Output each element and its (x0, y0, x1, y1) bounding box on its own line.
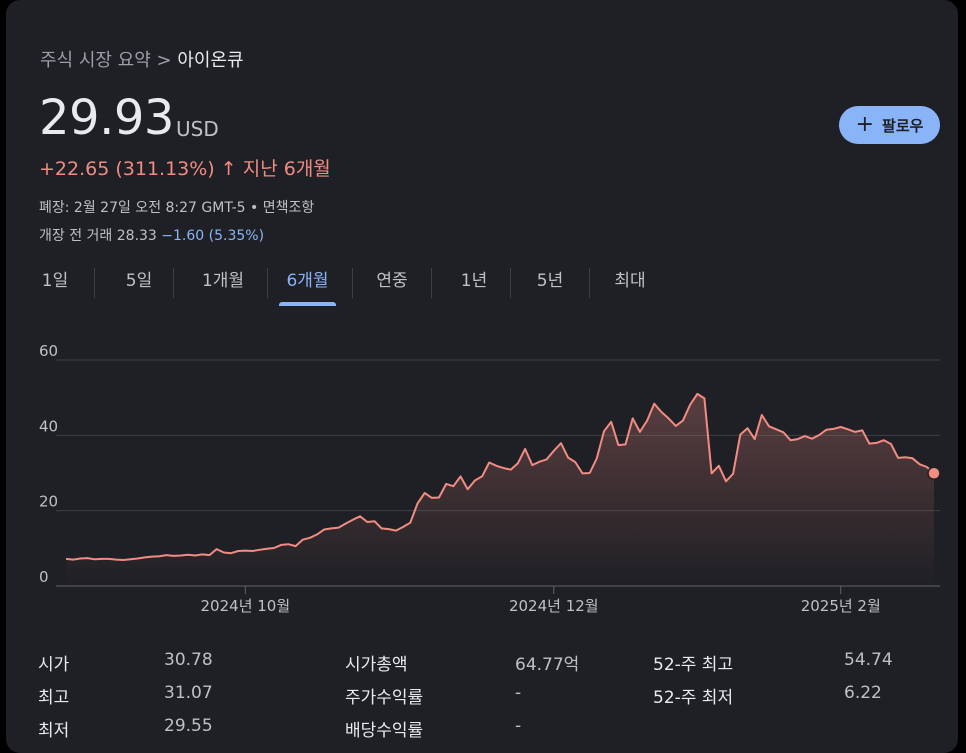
tab-ytd[interactable]: 연중 (376, 271, 408, 291)
stat-label-52w-low: 52-주 최저 (653, 688, 734, 708)
stat-value-pe-ratio: - (515, 683, 522, 703)
follow-button[interactable]: + 팔로우 (839, 106, 940, 144)
stock-summary-card: 주식 시장 요약 > 아이온큐 29.93 USD +22.65 (311.13… (6, 0, 958, 753)
y-tick-label: 40 (39, 417, 58, 435)
premarket-info: 개장 전 거래 28.33 −1.60 (5.35%) (39, 225, 264, 245)
tab-5y[interactable]: 5년 (536, 271, 564, 291)
tab-divider (94, 268, 95, 298)
last-price-dot (927, 466, 941, 481)
tab-max[interactable]: 최대 (614, 271, 646, 291)
price-line (65, 392, 935, 561)
tab-divider (267, 268, 268, 298)
stat-value-low: 29.55 (164, 716, 213, 736)
tab-1m[interactable]: 1개월 (201, 271, 245, 291)
plus-icon: + (855, 111, 875, 137)
change-period: 지난 6개월 (242, 158, 331, 180)
currency-label: USD (176, 117, 219, 141)
stat-value-dividend-yield: - (515, 716, 522, 736)
stat-label-52w-high: 52-주 최고 (653, 655, 734, 675)
x-tick-label: 2024년 10월 (201, 597, 291, 615)
stat-label-low: 최저 (38, 721, 70, 741)
stat-label-high: 최고 (38, 688, 70, 708)
stock-price: 29.93 (39, 90, 174, 146)
follow-label: 팔로우 (882, 116, 924, 135)
stat-label-pe-ratio: 주가수익률 (345, 688, 424, 708)
stat-value-52w-low: 6.22 (844, 683, 882, 703)
premarket-change: −1.60 (5.35%) (161, 228, 265, 244)
breadcrumb: 주식 시장 요약 > 아이온큐 (40, 46, 244, 72)
arrow-up-icon: ↑ (220, 158, 237, 180)
y-tick-label: 60 (39, 342, 58, 360)
stat-value-open: 30.78 (164, 650, 213, 670)
tab-divider (352, 268, 353, 298)
price-area (66, 393, 934, 586)
tab-divider (173, 268, 174, 298)
premarket-label: 개장 전 거래 28.33 (39, 228, 157, 244)
tab-1d[interactable]: 1일 (41, 271, 69, 291)
tab-divider (589, 268, 590, 298)
market-status: 폐장: 2월 27일 오전 8:27 GMT-5 • 면책조항 (39, 200, 315, 216)
breadcrumb-current: 아이온큐 (177, 50, 244, 71)
y-tick-label: 0 (39, 568, 49, 586)
stat-label-open: 시가 (38, 655, 70, 675)
tab-6m[interactable]: 6개월 (279, 264, 336, 306)
stat-value-52w-high: 54.74 (844, 650, 893, 670)
stat-label-dividend-yield: 배당수익률 (345, 721, 424, 741)
stat-value-market-cap: 64.77억 (515, 655, 580, 675)
stat-label-market-cap: 시가총액 (345, 655, 408, 675)
x-tick-label: 2024년 12월 (509, 597, 599, 615)
tab-1y[interactable]: 1년 (460, 271, 488, 291)
price-chart[interactable]: 0 20 40 60 2024년 10월 2024년 12월 2025년 2월 (36, 340, 946, 620)
tab-divider (510, 268, 511, 298)
price-change: +22.65 (311.13%) ↑ 지난 6개월 (39, 154, 331, 181)
tab-5d[interactable]: 5일 (125, 271, 153, 291)
tab-divider (431, 268, 432, 298)
breadcrumb-parent[interactable]: 주식 시장 요약 (40, 50, 151, 71)
y-tick-label: 20 (39, 493, 58, 511)
breadcrumb-separator: > (156, 50, 172, 71)
change-value: +22.65 (311.13%) (39, 158, 215, 180)
x-tick-label: 2025년 2월 (801, 597, 881, 615)
stat-value-high: 31.07 (164, 683, 213, 703)
